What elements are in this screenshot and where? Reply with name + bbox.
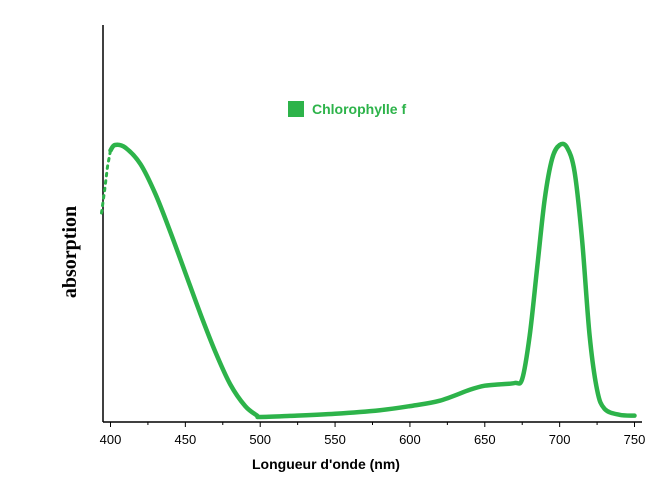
legend: Chlorophylle f — [288, 101, 406, 117]
series-dotted-segment — [100, 148, 112, 215]
x-tick-label-500: 500 — [249, 432, 271, 447]
x-tick-label-750: 750 — [624, 432, 646, 447]
x-tick-label-450: 450 — [174, 432, 196, 447]
x-tick-label-650: 650 — [474, 432, 496, 447]
x-tick-label-600: 600 — [399, 432, 421, 447]
x-tick-labels: 400 450 500 550 600 650 700 750 — [100, 432, 646, 447]
series-layer — [100, 141, 637, 420]
legend-swatch — [288, 101, 304, 117]
series-line-chlorophylle-f — [108, 141, 637, 420]
axes — [102, 25, 642, 423]
y-axis-label: absorption — [59, 206, 81, 298]
x-ticks — [109, 422, 636, 427]
legend-label: Chlorophylle f — [312, 101, 406, 117]
x-tick-label-550: 550 — [324, 432, 346, 447]
x-tick-label-400: 400 — [100, 432, 122, 447]
x-axis-label: Longueur d'onde (nm) — [252, 456, 400, 472]
x-tick-label-700: 700 — [549, 432, 571, 447]
